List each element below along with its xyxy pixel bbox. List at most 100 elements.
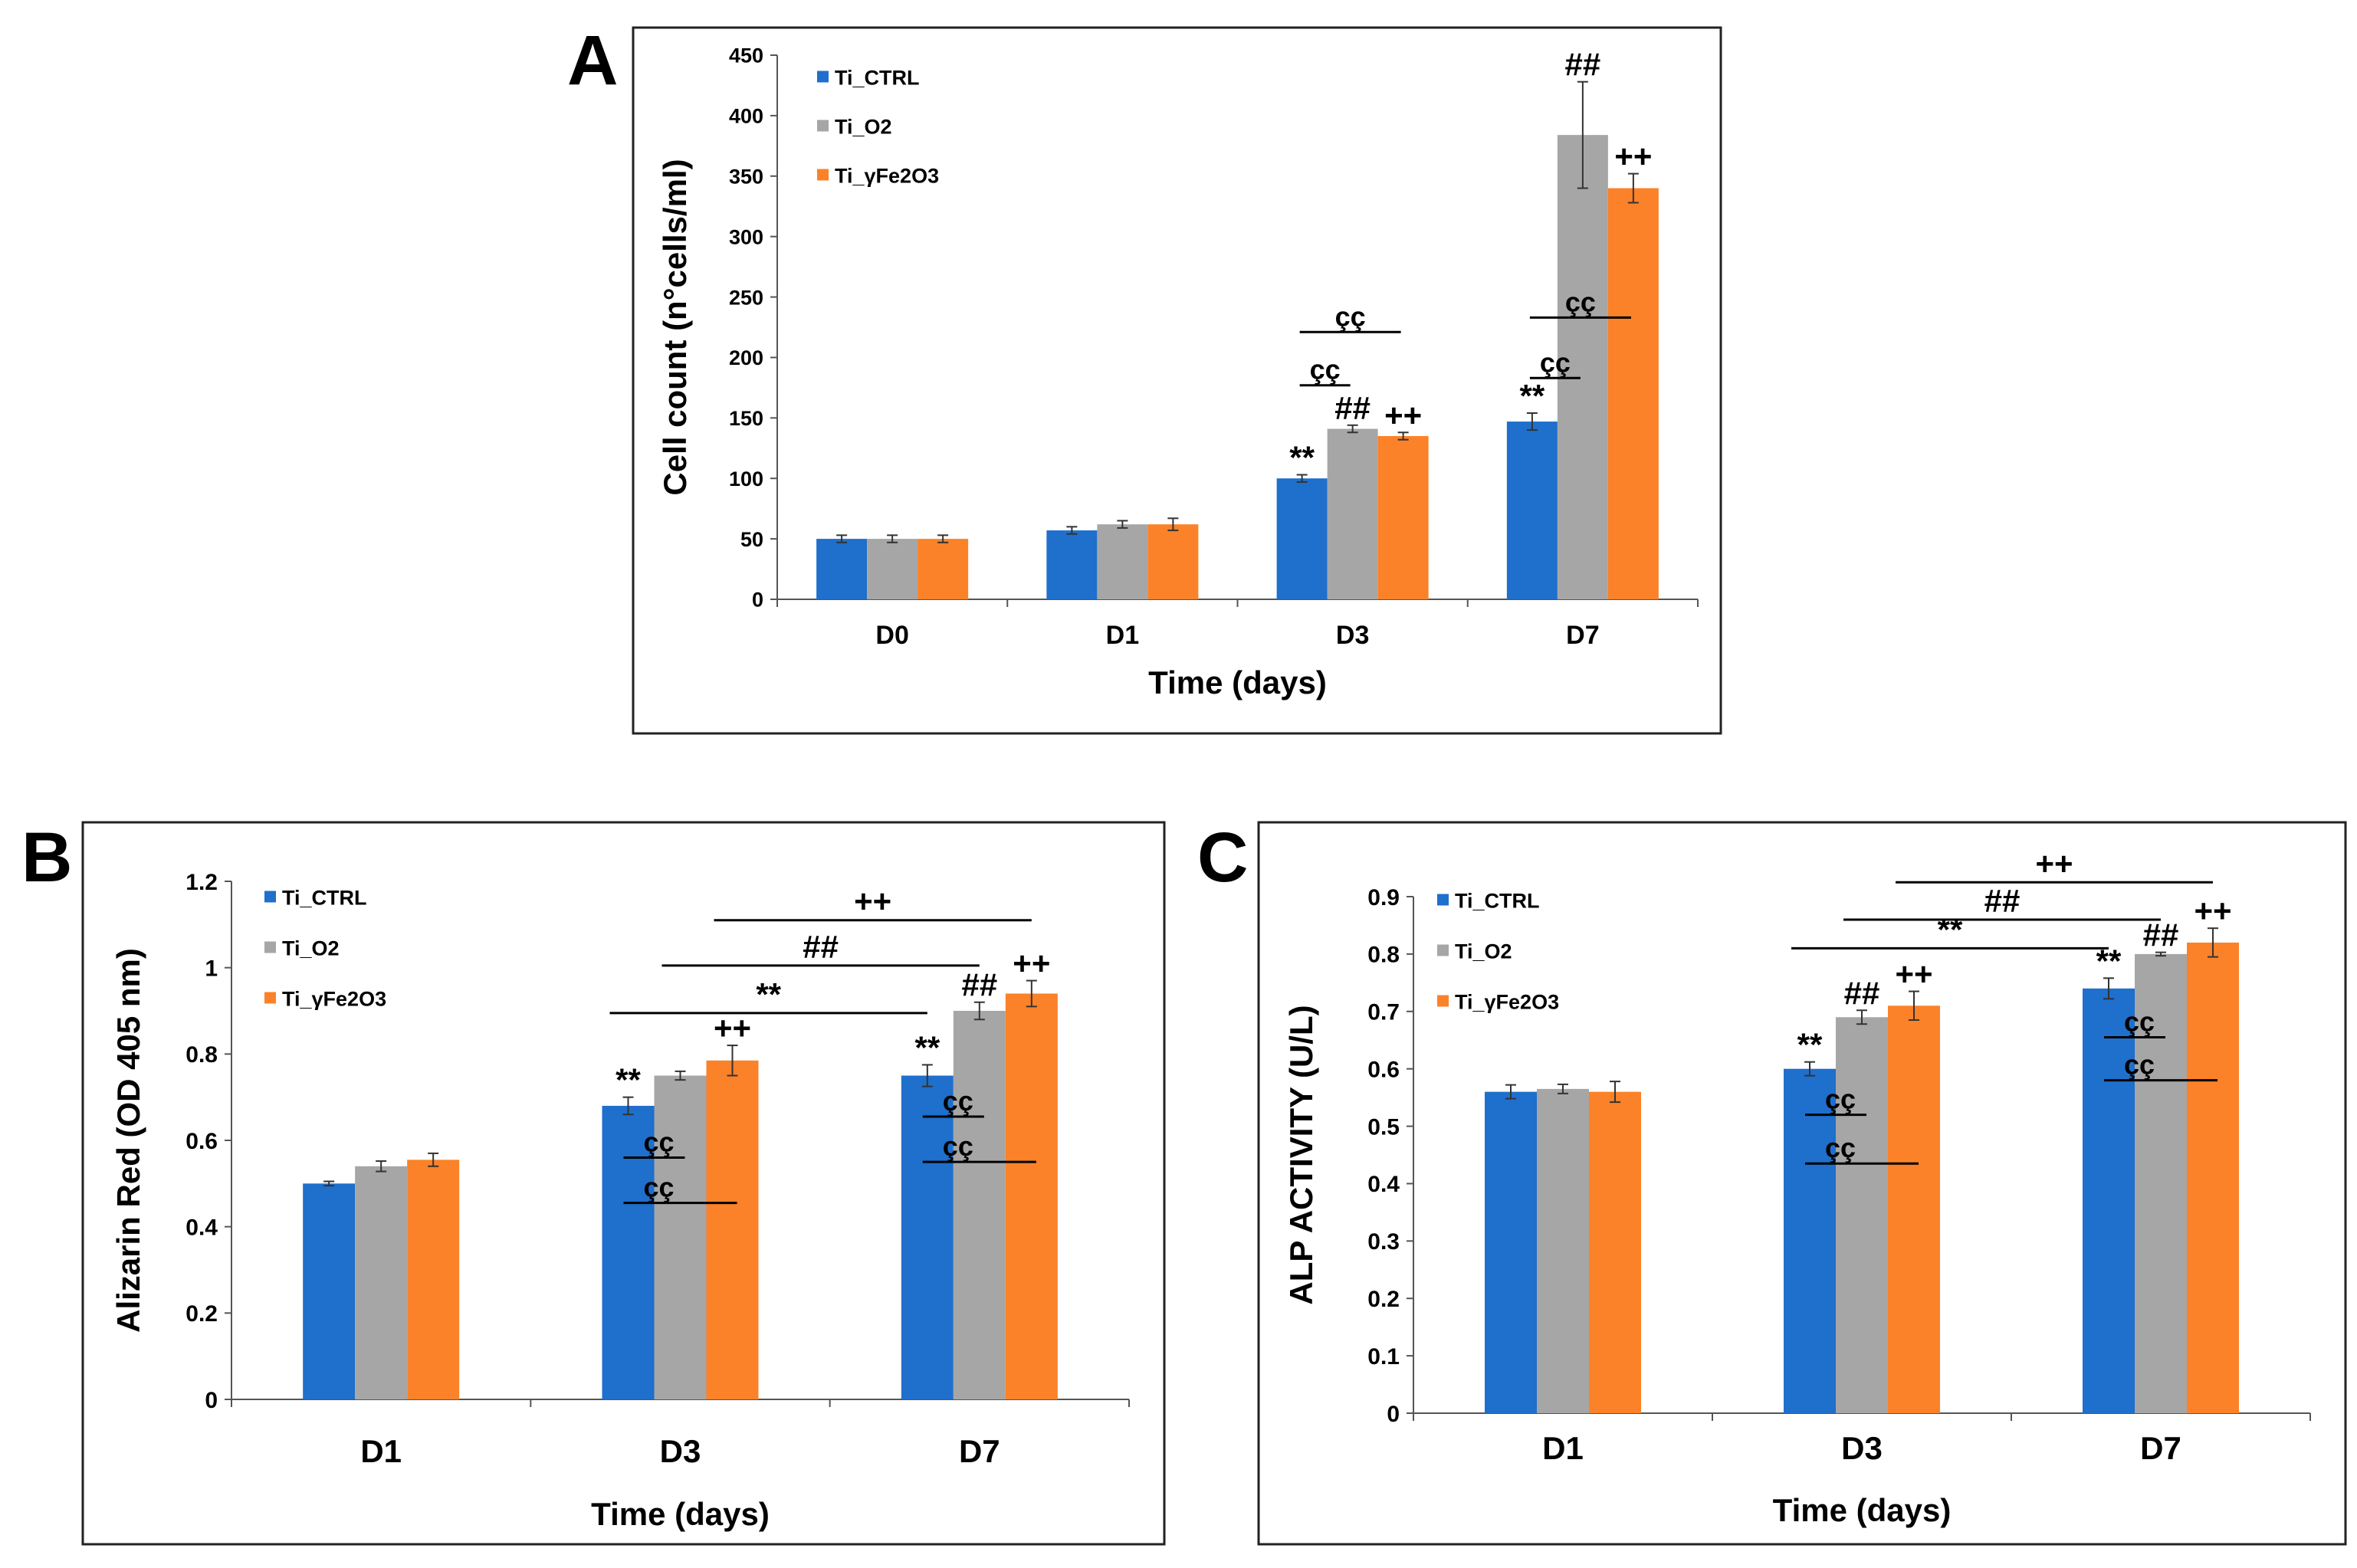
bar (1377, 436, 1429, 599)
legend-label: Ti_γFe2O3 (835, 165, 939, 188)
comparison-label: çç (2124, 1005, 2155, 1037)
x-tick-label: D7 (2140, 1430, 2181, 1466)
significance-label: ** (914, 1029, 940, 1065)
bar (1888, 1005, 1940, 1413)
comparison-label: çç (1335, 300, 1366, 332)
group-comparison-label: ++ (854, 884, 891, 920)
group-comparison-label: ++ (2035, 845, 2073, 881)
y-tick-label: 1 (205, 956, 218, 981)
significance-label: ## (1844, 975, 1880, 1011)
y-tick-label: 0.8 (185, 1042, 218, 1068)
bar (1046, 530, 1098, 599)
panel-letter: B (21, 818, 72, 897)
y-tick-label: 0 (752, 589, 763, 612)
y-tick-label: 0.9 (1367, 885, 1400, 910)
significance-label: ++ (1614, 139, 1652, 175)
y-tick-label: 0.2 (185, 1301, 218, 1327)
x-tick-label: D3 (660, 1433, 701, 1469)
comparison-label: çç (1565, 286, 1596, 317)
legend-swatch (1437, 894, 1449, 906)
bar (1607, 188, 1659, 600)
bar (1589, 1091, 1641, 1413)
comparison-label: çç (943, 1085, 973, 1117)
y-axis-title: Alizarin Red (OD 405 nm) (110, 948, 146, 1333)
legend-swatch (264, 891, 276, 903)
y-tick-label: 100 (729, 467, 763, 490)
bar (867, 539, 918, 599)
x-tick-label: D0 (875, 621, 908, 650)
x-axis-title: Time (days) (1773, 1492, 1952, 1528)
comparison-label: çç (643, 1172, 674, 1203)
bar (1097, 524, 1148, 599)
bar (918, 539, 969, 599)
x-tick-label: D3 (1841, 1430, 1883, 1466)
bar (303, 1183, 356, 1399)
bar (1506, 422, 1558, 599)
panel-b: B 0 0.2 0.4 0.6 0.8 1 1.2 D1 D3 D7 Time (days) Aliza… (21, 818, 1166, 1546)
comparison-label: çç (1310, 354, 1341, 385)
bar (2135, 953, 2187, 1413)
legend-swatch (817, 169, 829, 181)
group-comparison-label: ** (756, 976, 781, 1012)
x-tick-label: D1 (1106, 621, 1139, 650)
legend-label: Ti_CTRL (1455, 890, 1540, 913)
y-axis-title: Cell count (n°cells/ml) (657, 159, 693, 495)
y-tick-label: 0.6 (185, 1129, 218, 1154)
legend-label: Ti_O2 (1455, 940, 1512, 963)
significance-label: ## (1565, 47, 1601, 83)
comparison-label: çç (1825, 1132, 1856, 1163)
y-tick-label: 450 (729, 44, 763, 67)
panel-frame (632, 26, 1722, 735)
comparison-label: çç (1825, 1084, 1856, 1115)
significance-label: ## (961, 967, 997, 1003)
significance-label: ++ (2194, 893, 2231, 929)
legend-label: Ti_O2 (835, 116, 892, 139)
legend-label: Ti_γFe2O3 (282, 988, 386, 1011)
legend-swatch (264, 992, 276, 1004)
y-tick-label: 0.1 (1367, 1344, 1400, 1370)
y-tick-label: 0.4 (1367, 1172, 1400, 1197)
comparison-label: çç (943, 1130, 973, 1162)
y-tick-label: 0.3 (1367, 1229, 1400, 1255)
significance-label: ## (1334, 390, 1371, 426)
group-comparison-label: ## (1984, 883, 2021, 919)
bar (2187, 942, 2239, 1413)
significance-label: ** (1520, 378, 1545, 414)
bar (1327, 428, 1378, 599)
bar (1784, 1068, 1836, 1413)
x-tick-label: D1 (360, 1433, 402, 1469)
bar (1836, 1017, 1888, 1413)
legend-label: Ti_O2 (282, 937, 340, 960)
bar (602, 1105, 655, 1399)
x-axis-title: Time (days) (591, 1496, 770, 1532)
x-tick-label: D7 (1566, 621, 1599, 650)
bar (953, 1011, 1006, 1399)
comparison-label: çç (643, 1127, 674, 1158)
y-tick-label: 250 (729, 286, 763, 309)
legend-swatch (1437, 944, 1449, 956)
y-axis-title: ALP ACTIVITY (U/L) (1283, 1005, 1319, 1304)
y-tick-label: 0.5 (1367, 1114, 1400, 1140)
legend-label: Ti_γFe2O3 (1455, 991, 1559, 1014)
y-tick-label: 200 (729, 346, 763, 369)
bar (1485, 1091, 1537, 1413)
bar (654, 1075, 707, 1399)
bar (1276, 478, 1328, 599)
x-tick-label: D3 (1336, 621, 1369, 650)
comparison-label: çç (2124, 1049, 2155, 1081)
panel-a: A 0 50 100 150 200 250 300 350 400 450 D0 D1 D3 D7 Time… (567, 21, 1722, 735)
legend-swatch (817, 120, 829, 132)
significance-label: ++ (1384, 397, 1422, 433)
y-tick-label: 0 (1387, 1402, 1400, 1427)
bar (901, 1075, 954, 1399)
y-tick-label: 0 (205, 1388, 218, 1413)
bar (1537, 1088, 1589, 1413)
group-comparison-label: ## (803, 929, 839, 965)
comparison-label: çç (1540, 346, 1571, 378)
y-tick-label: 0.7 (1367, 1000, 1400, 1025)
panel-c: C 0 0.1 0.2 0.3 0.4 0.5 0.6 0.7 0.8 0.9 D1 D3 D7 Time … (1197, 818, 2347, 1546)
significance-label: ++ (1013, 946, 1050, 982)
y-tick-label: 400 (729, 105, 763, 128)
panel-frame (81, 821, 1166, 1546)
